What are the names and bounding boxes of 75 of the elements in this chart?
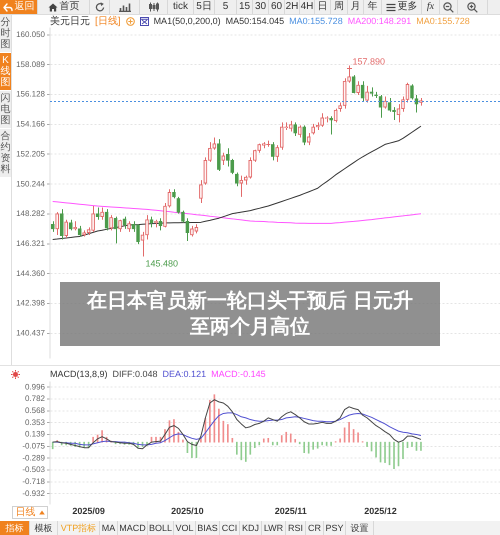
y-tick-label: 0.568 [24,406,46,416]
text: 5 [222,1,228,13]
x-tick-label: 2025/10 [171,506,204,516]
text: 周 [334,1,344,13]
y-tick-label: 154.166 [16,120,46,129]
annotation: 157.890 [352,56,386,66]
y-tick-label: 160.050 [16,30,46,40]
text: 指标 [6,522,24,534]
y-tick-label: -0.718 [22,477,46,486]
text: K线图 [0,55,10,88]
text: 15 [238,1,250,13]
y-tick-label: 148.282 [16,209,46,218]
text: 模板 [34,522,52,534]
y-tick-label: 146.321 [16,238,46,248]
text: LWR [264,522,284,534]
text: DEA:0.121 [162,369,206,380]
text: 在日本官员新一轮口头干预后 日元升至两个月高位 [87,290,413,338]
y-tick-label: 140.437 [16,328,46,338]
text: fx [426,1,434,13]
text: 30 [254,1,266,13]
text: [日线] [95,16,121,27]
y-tick-label: -0.075 [22,442,46,451]
text: 更多 [398,1,418,13]
text: BIAS [197,522,218,534]
text: 分时图 [0,17,10,50]
text: 2H [286,1,298,13]
text: 合约资料 [0,131,10,175]
y-tick-label: 156.128 [16,90,46,99]
text: MA50:154.045 [226,16,284,27]
text: 60 [270,1,282,13]
text: PSY [325,522,344,534]
text: 月 [350,1,360,13]
text: VOL [175,522,194,534]
y-tick-label: 0.353 [24,418,46,427]
annotation: 145.480 [146,258,178,268]
text: 返回 [14,1,34,13]
y-tick-label: 150.244 [16,179,46,188]
text: VTP指标 [60,522,96,534]
text: KDJ [242,522,259,534]
text: MA200:148.291 [348,16,412,27]
y-tick-label: -0.289 [22,453,46,462]
text: RSI [288,522,303,534]
x-tick-label: 2025/11 [274,506,307,516]
legend-title: MA1(50,0,200,0) [154,16,221,27]
x-tick-label: 2025/09 [72,506,105,516]
text: 日 [318,1,328,13]
chart-subtitle: 美元日元 [50,16,90,27]
chart-title: MACD(13,8,9) [50,369,108,380]
x-tick-label: 2025/12 [364,506,397,516]
text: 闪电图 [0,93,10,126]
text: 首页 [60,1,80,13]
y-tick-label: 158.089 [16,60,46,69]
y-tick-label: 142.398 [16,298,46,308]
y-tick-label: 144.360 [16,268,46,278]
text: CR [308,522,321,534]
y-tick-label: 0.139 [24,430,46,439]
y-tick-label: 0.996 [24,382,46,392]
y-tick-label: 0.782 [24,394,46,404]
text: 年 [368,1,378,13]
text: 4H [300,1,314,13]
text: 日线 [16,507,36,518]
text: MACD:-0.145 [211,369,266,380]
y-tick-label: -0.932 [22,488,46,498]
text: tick [173,1,188,13]
text: MA0:155.728 [416,16,470,27]
text: CCI [222,522,238,534]
text: 设置 [350,522,368,534]
text: MACD [119,522,146,534]
ref-line-label: MA0:155.728 [289,16,343,27]
y-tick-label: -0.503 [22,465,46,474]
text: DIFF:0.048 [112,369,158,380]
y-tick-label: 152.205 [16,149,46,158]
text: BOLL [148,522,172,534]
text: MA [102,522,116,534]
text: 5日 [196,1,212,13]
